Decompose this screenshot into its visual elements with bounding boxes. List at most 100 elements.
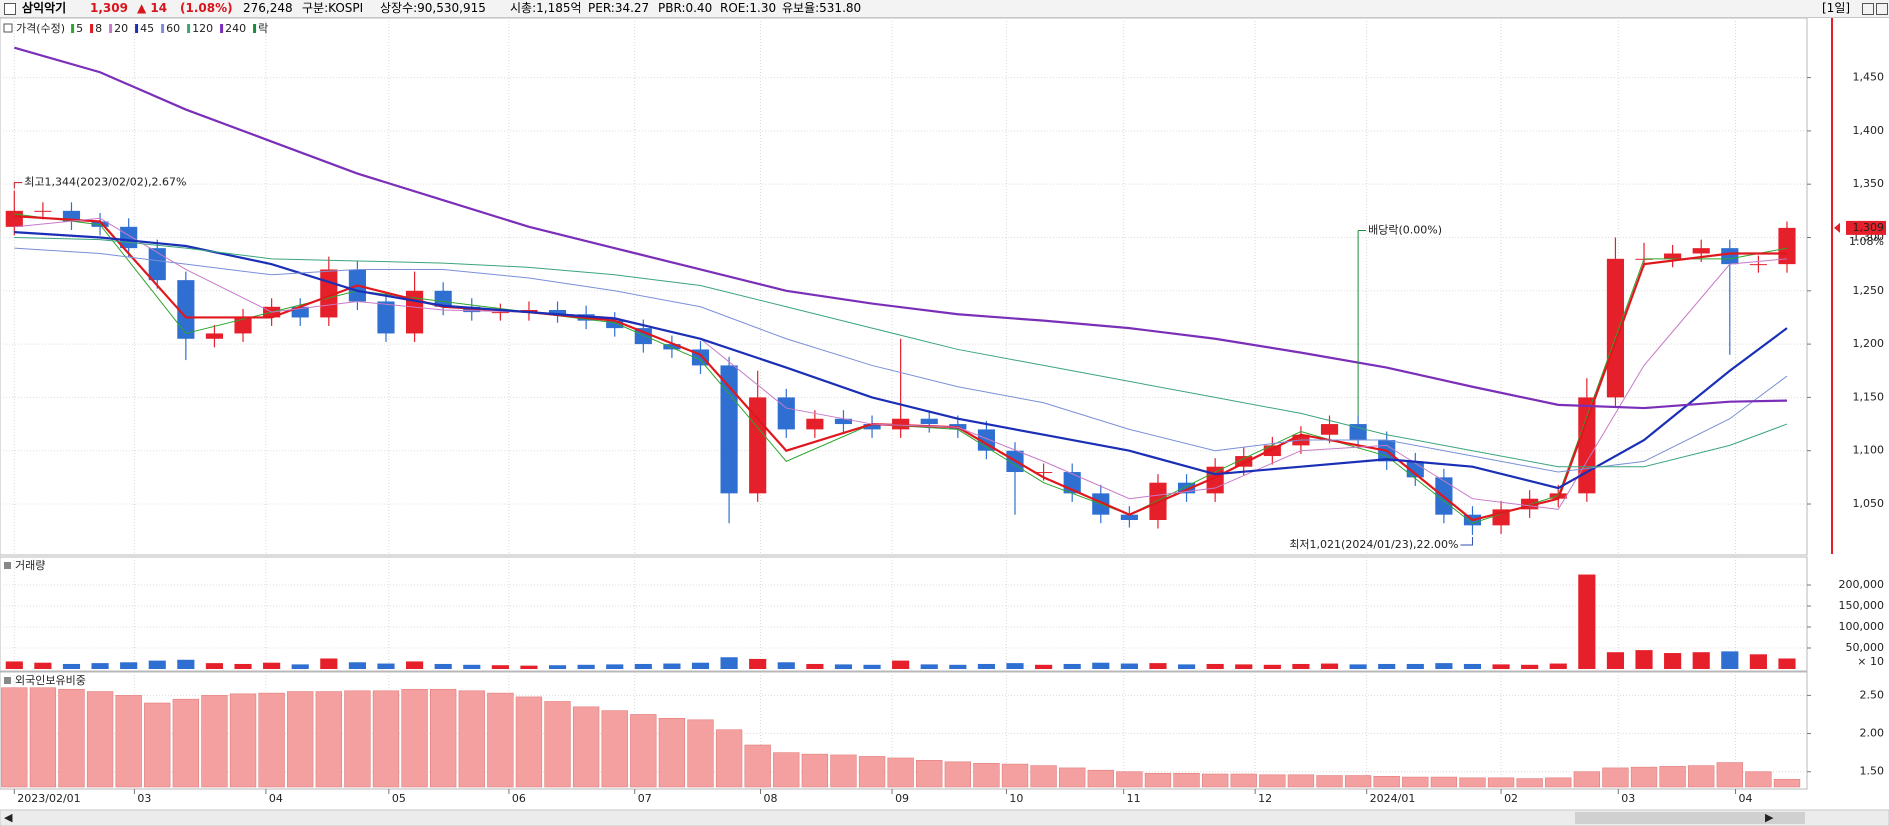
shares: 상장수:90,530,915 — [380, 1, 486, 15]
volume-bar — [291, 664, 309, 669]
scroll-thumb[interactable] — [1575, 812, 1805, 824]
candle-body — [1320, 424, 1339, 435]
foreign-bar — [344, 690, 371, 788]
y-tick-label: 1,250 — [1853, 284, 1885, 297]
volume-bar — [892, 660, 910, 669]
foreign-bar — [1173, 772, 1200, 788]
volume-bar — [320, 658, 338, 669]
foreign-bar — [1459, 777, 1486, 788]
volume: 276,248 — [243, 1, 293, 15]
x-tick-label: 2023/02/01 — [17, 792, 80, 805]
volume-bar — [34, 662, 52, 669]
x-tick-label: 05 — [392, 792, 406, 805]
candle-body — [34, 210, 52, 212]
foreign-bar — [1430, 776, 1458, 788]
window-button[interactable] — [1862, 3, 1874, 15]
candle-body — [377, 301, 395, 334]
candle-body — [1778, 227, 1796, 265]
legend-label: 240 — [225, 22, 246, 35]
checkbox[interactable] — [4, 3, 16, 15]
close-button[interactable] — [1876, 3, 1888, 15]
foreign-bar — [1201, 773, 1229, 788]
x-tick-label: 11 — [1127, 792, 1141, 805]
dividend-annotation: 배당락(0.00%) — [1368, 224, 1442, 237]
candle-body — [1120, 514, 1138, 521]
volume-bar — [463, 664, 481, 669]
foreign-bar — [1030, 765, 1057, 788]
candle-body — [863, 424, 881, 430]
volume-bar — [806, 663, 824, 669]
volume-bar — [1263, 664, 1281, 669]
foreign-bar — [1287, 774, 1315, 788]
volume-bar — [234, 663, 252, 669]
top-bar: 삼익악기 1,309 ▲ 14 (1.08%) 276,248 구분:KOSPI… — [0, 0, 1889, 18]
candle-body — [205, 333, 224, 339]
candle-body — [1349, 424, 1367, 441]
candle-body — [234, 317, 252, 334]
foreign-bar — [830, 754, 857, 788]
volume-bar — [634, 663, 652, 669]
candle-body — [1235, 456, 1253, 467]
volume-bar — [777, 662, 795, 669]
foreign-bar — [1773, 779, 1801, 788]
volume-bar — [91, 663, 109, 669]
volume-bar — [148, 660, 166, 669]
scrollbar[interactable] — [0, 809, 1889, 826]
foreign-bar — [315, 691, 342, 788]
panel-box-icon — [4, 677, 11, 684]
foreign-bar — [630, 714, 657, 788]
candle-body — [1749, 264, 1767, 266]
legend-swatch — [135, 24, 139, 33]
candle-body — [1521, 498, 1539, 510]
candle-body — [1692, 248, 1710, 254]
moving-average — [14, 217, 1788, 510]
foreign-bar — [1259, 774, 1286, 788]
volume-bar — [120, 662, 138, 669]
x-tick-label: 2024/01 — [1370, 792, 1416, 805]
scroll-left[interactable]: ◀ — [4, 811, 13, 824]
foreign-bar — [487, 692, 514, 788]
legend-swatch — [90, 24, 94, 33]
legend-label: 20 — [114, 22, 128, 35]
legend-label: 8 — [95, 22, 102, 35]
y-tick-label: 1,050 — [1853, 497, 1885, 510]
foreign-bar — [801, 753, 829, 788]
volume-bar — [1092, 662, 1110, 669]
volume-bar — [1749, 654, 1767, 669]
volume-bar — [434, 663, 452, 669]
per: PER:34.27 — [588, 1, 650, 15]
volume-bar — [1235, 664, 1253, 669]
current-price-box — [1846, 220, 1886, 235]
foreign-bar — [687, 719, 714, 788]
price: 1,309 — [90, 1, 128, 15]
volume-bar — [863, 664, 881, 669]
volume-bar — [920, 664, 938, 669]
roe: ROE:1.30 — [720, 1, 777, 15]
foreign-bar — [1230, 773, 1257, 788]
candle-body — [120, 226, 138, 249]
y-tick-label: 2.00 — [1860, 727, 1885, 740]
foreign-bar — [744, 744, 771, 788]
foreign-bar — [258, 692, 285, 788]
period[interactable]: [1일] — [1822, 1, 1851, 15]
panel-box-icon — [4, 562, 11, 569]
moving-average — [14, 231, 1788, 490]
reserve: 유보율:531.80 — [782, 1, 862, 15]
volume-bar — [348, 662, 366, 669]
volume-bar — [520, 665, 538, 669]
volume-bar — [977, 663, 995, 669]
foreign-bar — [144, 702, 171, 788]
foreign-bar — [372, 690, 400, 788]
stock-name: 삼익악기 — [22, 1, 67, 15]
high-arrow — [13, 182, 23, 189]
volume-bar — [1578, 574, 1596, 669]
candle-body — [777, 397, 795, 430]
volume-bar — [1606, 652, 1625, 669]
volume-bar — [1521, 664, 1539, 669]
foreign-bar — [29, 687, 57, 788]
x-tick-label: 03 — [1621, 792, 1635, 805]
volume-bar — [834, 664, 853, 669]
volume-bar — [62, 663, 81, 669]
scroll-right[interactable]: ▶ — [1765, 811, 1774, 824]
volume-bar — [949, 664, 967, 669]
